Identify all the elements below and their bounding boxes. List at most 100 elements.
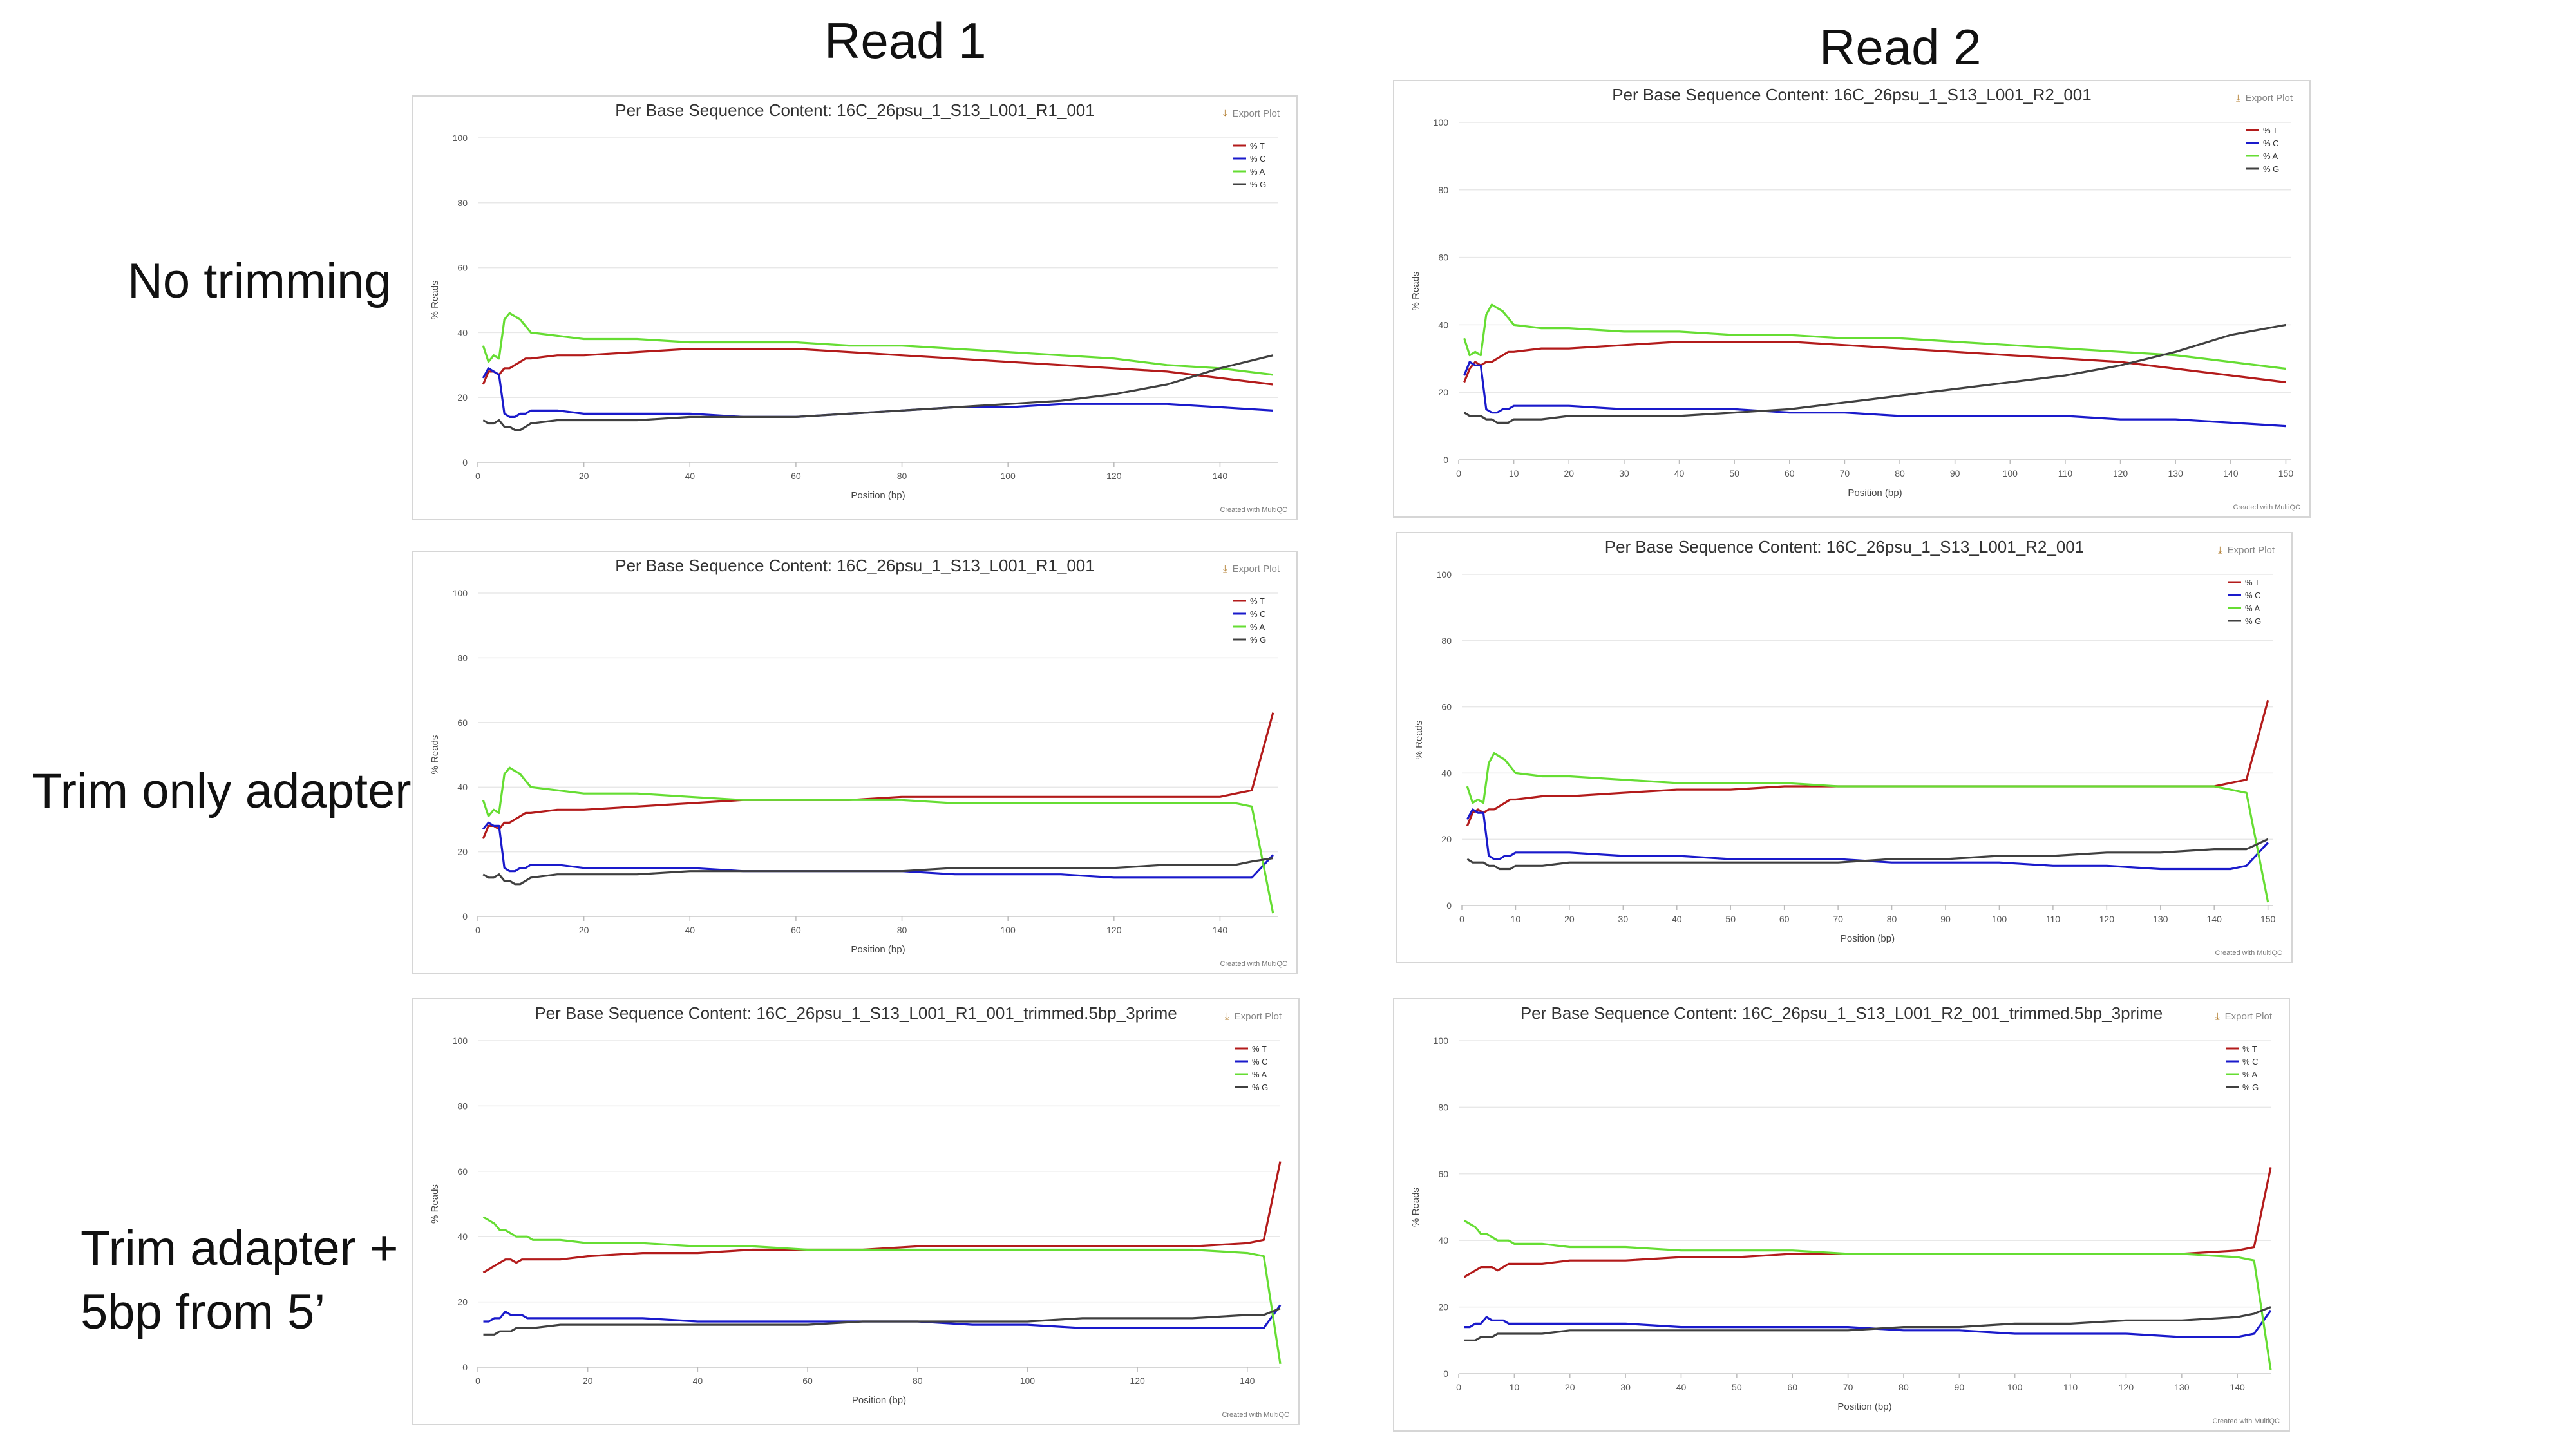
x-tick-label: 0	[475, 1376, 480, 1386]
row-label-line2: 5bp from 5’	[80, 1284, 326, 1340]
x-tick-label: 60	[1785, 468, 1795, 478]
legend-label: % C	[2263, 138, 2279, 148]
x-tick-label: 40	[693, 1376, 703, 1386]
x-tick-label: 40	[1674, 468, 1685, 478]
series-line	[482, 712, 1274, 840]
y-tick-label: 60	[1441, 702, 1452, 712]
y-tick-label: 80	[457, 652, 468, 663]
chart-svg: 0 20 40 60 80 100 0 10 20 30 40 50 60 70 80 90 100 110 120…	[1410, 117, 2294, 498]
legend-label: % T	[2242, 1044, 2257, 1054]
legend-label: % A	[2242, 1070, 2257, 1079]
y-tick-label: 20	[457, 392, 468, 402]
x-tick-label: 40	[685, 925, 695, 935]
y-tick-label: 20	[1438, 387, 1448, 397]
y-tick-label: 40	[457, 1231, 468, 1242]
chart-panel-read1-no-trimming: Per Base Sequence Content: 16C_26psu_1_S…	[412, 95, 1298, 520]
x-tick-label: 140	[1240, 1376, 1255, 1386]
y-axis-label: % Reads	[430, 1184, 440, 1224]
y-tick-label: 20	[1438, 1302, 1448, 1312]
y-tick-label: 40	[1438, 1235, 1448, 1245]
y-tick-label: 60	[457, 1166, 468, 1177]
legend-label: % C	[2242, 1057, 2259, 1066]
export-plot-label: Export Plot	[1232, 564, 1280, 574]
export-plot-button[interactable]: ⤓ Export Plot	[2215, 1011, 2272, 1022]
x-axis-label: Position (bp)	[1837, 1401, 1891, 1412]
x-tick-label: 10	[1511, 914, 1521, 924]
y-tick-label: 20	[457, 1297, 468, 1307]
series-line	[482, 766, 1274, 914]
legend-label: % T	[2263, 126, 2278, 135]
y-tick-label: 100	[453, 588, 468, 598]
download-icon: ⤓	[1222, 564, 1227, 574]
y-tick-label: 20	[1441, 834, 1452, 844]
x-tick-label: 80	[1895, 468, 1905, 478]
chart-svg: 0 20 40 60 80 100 0 20 40 60 80 100 120 140 % Reads Pos…	[430, 133, 1278, 501]
x-tick-label: 150	[2278, 468, 2294, 478]
x-tick-label: 40	[1676, 1382, 1687, 1392]
x-tick-label: 80	[1899, 1382, 1909, 1392]
x-tick-label: 100	[1992, 914, 2007, 924]
y-tick-label: 100	[1434, 117, 1449, 128]
x-tick-label: 100	[1000, 925, 1016, 935]
x-tick-label: 70	[1833, 914, 1843, 924]
x-tick-label: 100	[1000, 471, 1016, 481]
export-plot-label: Export Plot	[2224, 1011, 2272, 1022]
x-tick-label: 90	[1950, 468, 1960, 478]
x-tick-label: 80	[897, 471, 907, 481]
x-tick-label: 0	[475, 925, 480, 935]
series-line	[483, 1304, 1282, 1329]
export-plot-button[interactable]: ⤓ Export Plot	[2218, 545, 2275, 556]
y-tick-label: 80	[1438, 185, 1448, 195]
legend-label: % C	[1250, 609, 1266, 619]
x-axis-label: Position (bp)	[851, 490, 905, 501]
y-tick-label: 80	[457, 1101, 468, 1111]
chart-title: Per Base Sequence Content: 16C_26psu_1_S…	[1612, 85, 2092, 104]
series-line	[1463, 303, 2286, 370]
x-tick-label: 30	[1619, 468, 1629, 478]
x-tick-label: 120	[2099, 914, 2115, 924]
x-tick-label: 80	[913, 1376, 923, 1386]
legend-label: % G	[2263, 164, 2279, 174]
x-tick-label: 80	[897, 925, 907, 935]
x-tick-label: 20	[583, 1376, 593, 1386]
chart-panel-read2-trim-adapter: Per Base Sequence Content: 16C_26psu_1_S…	[1396, 532, 2293, 963]
legend-label: % G	[2245, 616, 2261, 626]
series-line	[1463, 1219, 2272, 1371]
x-tick-label: 20	[1564, 914, 1575, 924]
y-tick-label: 60	[1438, 1169, 1448, 1179]
y-tick-label: 100	[453, 1036, 468, 1046]
download-icon: ⤓	[2235, 93, 2240, 104]
series-line	[482, 367, 1273, 418]
y-tick-label: 100	[1434, 1036, 1449, 1046]
export-plot-button[interactable]: ⤓ Export Plot	[1223, 108, 1280, 119]
chart-title: Per Base Sequence Content: 16C_26psu_1_S…	[1520, 1003, 2163, 1023]
export-plot-button[interactable]: ⤓ Export Plot	[1223, 564, 1280, 574]
series-line	[1464, 1309, 2272, 1338]
y-tick-label: 60	[457, 717, 468, 728]
row-label-line1: Trim adapter +	[80, 1221, 399, 1276]
x-tick-label: 10	[1509, 468, 1519, 478]
x-tick-label: 40	[685, 471, 695, 481]
legend-label: % A	[1250, 167, 1265, 176]
row-label-trim-adapter-5bp: Trim adapter + 5bp from 5’	[80, 1217, 398, 1345]
x-tick-label: 100	[2007, 1382, 2023, 1392]
x-tick-label: 120	[2113, 468, 2128, 478]
download-icon: ⤓	[2217, 545, 2222, 556]
x-tick-label: 60	[1779, 914, 1790, 924]
y-axis-label: % Reads	[430, 281, 440, 320]
y-tick-label: 0	[462, 911, 468, 922]
download-icon: ⤓	[2215, 1011, 2220, 1022]
x-tick-label: 120	[1106, 925, 1122, 935]
x-tick-label: 60	[791, 471, 801, 481]
chart-svg: 0 20 40 60 80 100 0 20 40 60 80 100 120 140 % Reads Pos…	[430, 1036, 1282, 1406]
y-tick-label: 40	[457, 327, 468, 337]
export-plot-button[interactable]: ⤓ Export Plot	[1225, 1011, 1282, 1022]
series-line	[1463, 1167, 2272, 1278]
x-tick-label: 20	[1565, 1382, 1575, 1392]
export-plot-button[interactable]: ⤓ Export Plot	[2236, 93, 2293, 104]
x-axis-label: Position (bp)	[1841, 933, 1895, 944]
series-line	[1463, 341, 2286, 384]
x-tick-label: 40	[1672, 914, 1682, 924]
y-tick-label: 80	[457, 198, 468, 208]
chart-svg: 0 20 40 60 80 100 0 10 20 30 40 50 60 70 80 90 100 110 120…	[1414, 569, 2276, 944]
